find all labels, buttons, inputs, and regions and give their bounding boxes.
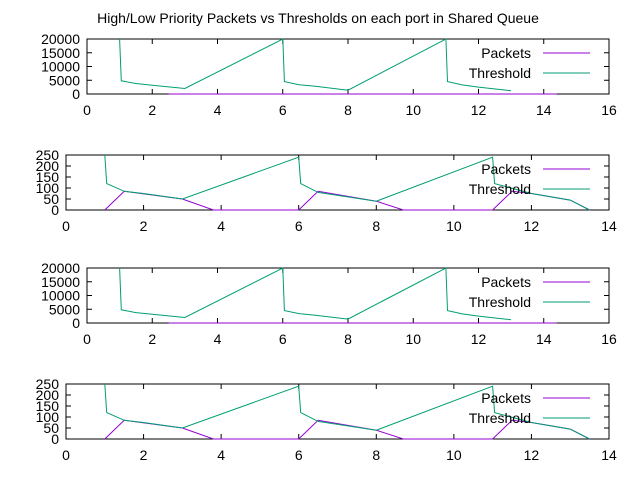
y-tick-label: 0 (51, 202, 59, 218)
x-tick-label: 16 (601, 102, 617, 118)
y-tick-label: 150 (36, 169, 60, 185)
x-tick-label: 12 (524, 218, 540, 234)
y-tick-label: 50 (43, 191, 59, 207)
legend-label-packets: Packets (481, 161, 531, 177)
x-tick-label: 8 (344, 102, 352, 118)
y-tick-label: 0 (72, 86, 80, 102)
y-tick-label: 0 (51, 431, 59, 447)
x-tick-label: 6 (279, 331, 287, 347)
x-tick-label: 2 (140, 218, 148, 234)
x-tick-label: 8 (372, 218, 380, 234)
x-tick-label: 0 (83, 102, 91, 118)
series-line-threshold (104, 383, 590, 440)
x-tick-label: 4 (214, 331, 222, 347)
x-tick-label: 2 (148, 102, 156, 118)
y-tick-label: 5000 (49, 301, 80, 317)
y-tick-label: 5000 (49, 72, 80, 88)
y-tick-label: 100 (36, 409, 60, 425)
x-tick-label: 14 (536, 331, 552, 347)
y-tick-label: 0 (72, 315, 80, 331)
legend-label-packets: Packets (481, 274, 531, 290)
y-tick-label: 200 (36, 158, 60, 174)
plot-frame (65, 383, 610, 440)
x-tick-label: 12 (471, 102, 487, 118)
y-tick-label: 10000 (41, 59, 80, 75)
y-tick-label: 150 (36, 398, 60, 414)
x-tick-label: 8 (344, 331, 352, 347)
x-tick-label: 4 (217, 218, 225, 234)
y-tick-label: 200 (36, 387, 60, 403)
y-tick-label: 50 (43, 420, 59, 436)
series-line-threshold (104, 154, 590, 211)
legend-label-threshold: Threshold (469, 294, 531, 310)
legend-label-threshold: Threshold (469, 65, 531, 81)
x-tick-label: 12 (471, 331, 487, 347)
y-tick-label: 20000 (41, 31, 80, 47)
legend-label-packets: Packets (481, 45, 531, 61)
x-tick-label: 6 (295, 218, 303, 234)
series-line-threshold (119, 38, 512, 92)
x-tick-label: 10 (446, 218, 462, 234)
legend-label-threshold: Threshold (469, 410, 531, 426)
x-tick-label: 6 (279, 102, 287, 118)
x-tick-label: 10 (405, 331, 421, 347)
x-tick-label: 16 (601, 331, 617, 347)
x-tick-label: 12 (524, 447, 540, 463)
x-tick-label: 14 (536, 102, 552, 118)
y-tick-label: 20000 (41, 260, 80, 276)
x-tick-label: 0 (62, 218, 70, 234)
x-tick-label: 8 (372, 447, 380, 463)
chart-title: High/Low Priority Packets vs Thresholds … (97, 10, 539, 26)
y-tick-label: 15000 (41, 274, 80, 290)
y-tick-label: 100 (36, 180, 60, 196)
x-tick-label: 2 (148, 331, 156, 347)
x-tick-label: 4 (217, 447, 225, 463)
x-tick-label: 10 (405, 102, 421, 118)
x-tick-label: 0 (62, 447, 70, 463)
y-tick-label: 250 (36, 376, 60, 392)
legend-label-packets: Packets (481, 390, 531, 406)
y-tick-label: 10000 (41, 288, 80, 304)
y-tick-label: 250 (36, 147, 60, 163)
x-tick-label: 14 (601, 447, 617, 463)
x-tick-label: 6 (295, 447, 303, 463)
x-tick-label: 0 (83, 331, 91, 347)
series-line-threshold (119, 267, 512, 321)
plot-frame (65, 154, 610, 211)
x-tick-label: 4 (214, 102, 222, 118)
x-tick-label: 2 (140, 447, 148, 463)
x-tick-label: 10 (446, 447, 462, 463)
y-tick-label: 15000 (41, 45, 80, 61)
x-tick-label: 14 (601, 218, 617, 234)
legend-label-threshold: Threshold (469, 181, 531, 197)
